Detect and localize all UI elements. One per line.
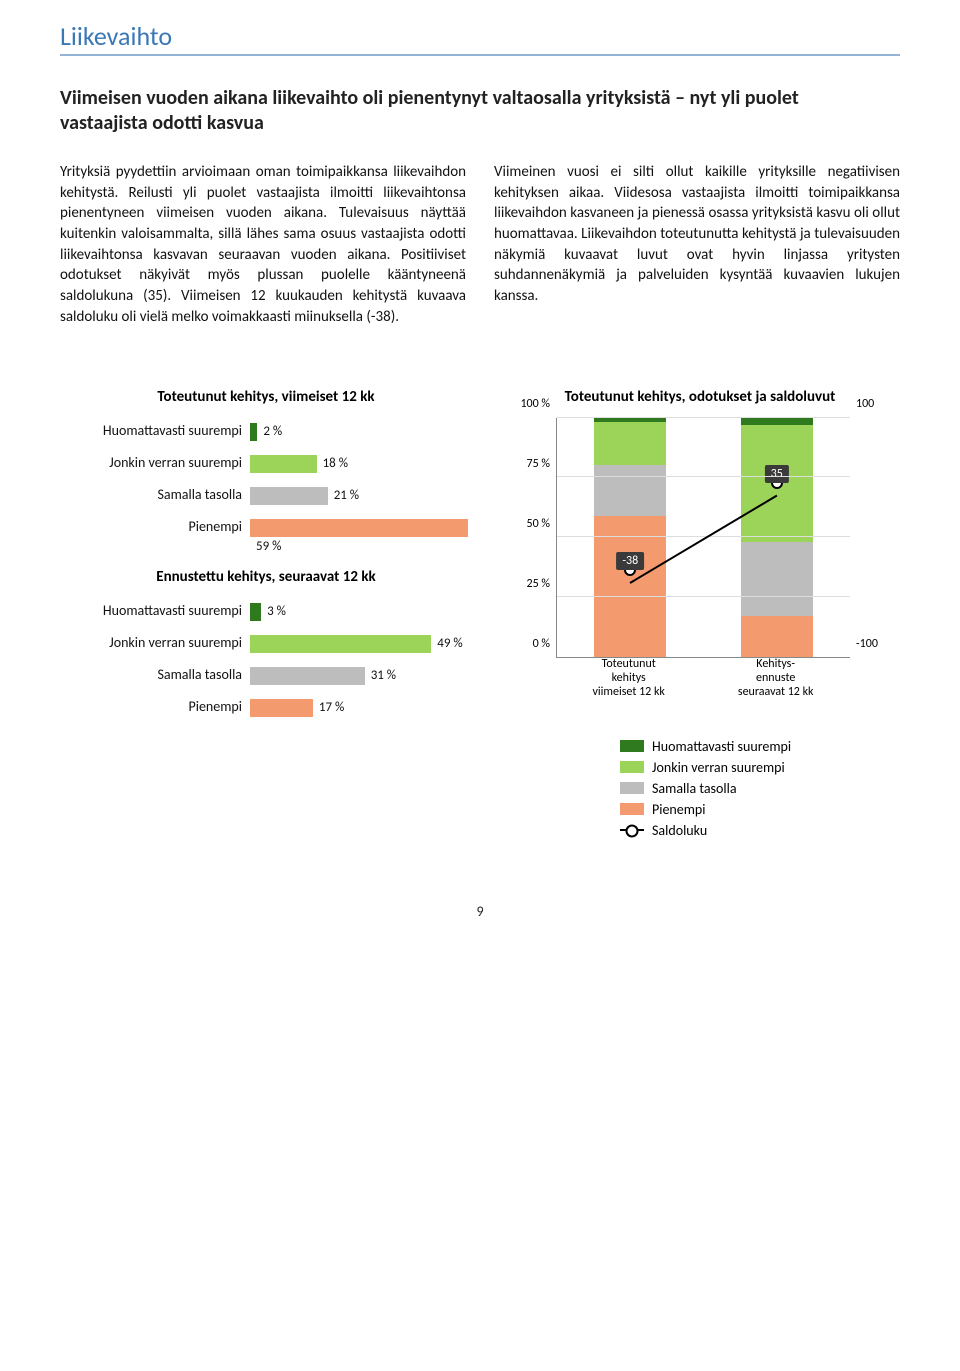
stacked-chart: 0 %25 %50 %75 %100 % -100100 -3835 Toteu… xyxy=(510,418,890,688)
y-tick-label-right: 100 xyxy=(856,397,874,411)
hbar-label: Pienempi xyxy=(60,518,250,535)
stacked-x-labels: Toteutunut kehitys viimeiset 12 kk Kehity… xyxy=(556,658,850,699)
page: Liikevaihto Viimeisen vuoden aikana liik… xyxy=(0,0,960,960)
hbar-row: Jonkin verran suurempi 18 % xyxy=(60,450,472,476)
legend-label: Saldoluku xyxy=(652,822,707,839)
hbar-track: 2 % xyxy=(250,422,472,440)
hbar-value: 49 % xyxy=(437,636,462,651)
legend-swatch xyxy=(620,782,644,794)
hbar-bar xyxy=(250,603,261,621)
body-columns: Yrityksiä pyydettiin arvioimaan oman toi… xyxy=(60,162,900,328)
hbar-value: 3 % xyxy=(267,604,286,619)
hbar-label: Jonkin verran suurempi xyxy=(60,634,250,651)
hbar-track: 18 % xyxy=(250,454,472,472)
hbar-label: Samalla tasolla xyxy=(60,486,250,503)
stacked-segment xyxy=(741,616,813,657)
legend-swatch xyxy=(620,740,644,752)
hbar-row: Huomattavasti suurempi 3 % xyxy=(60,598,472,624)
hbar-row: Jonkin verran suurempi 49 % xyxy=(60,630,472,656)
legend: Huomattavasti suurempi Jonkin verran suur… xyxy=(500,738,900,839)
hbar-label: Jonkin verran suurempi xyxy=(60,454,250,471)
legend-swatch xyxy=(620,761,644,773)
legend-item: Samalla tasolla xyxy=(620,780,900,797)
hbar-track: 17 % xyxy=(250,698,472,716)
legend-swatch xyxy=(620,803,644,815)
stacked-segment xyxy=(594,422,666,465)
hbar-value: 18 % xyxy=(323,456,348,471)
hbar-future: Ennustettu kehitys, seuraavat 12 kk Huom… xyxy=(60,568,472,720)
hbar-row: Pienempi 17 % xyxy=(60,694,472,720)
hbar-bar xyxy=(250,519,468,537)
hbar-bar xyxy=(250,423,257,441)
hbar-row: Samalla tasolla 31 % xyxy=(60,662,472,688)
hbar-value: 2 % xyxy=(263,424,282,439)
gridline xyxy=(557,417,850,418)
y-tick-label: 100 % xyxy=(520,397,550,411)
y-tick-label-right: -100 xyxy=(856,637,878,651)
stacked-chart-panel: Toteutunut kehitys, odotukset ja saldolu… xyxy=(500,388,900,843)
stacked-segment xyxy=(741,418,813,425)
body-left: Yrityksiä pyydettiin arvioimaan oman toi… xyxy=(60,162,466,328)
hbar-row: Huomattavasti suurempi 2 % xyxy=(60,418,472,444)
saldo-badge: 35 xyxy=(765,465,789,483)
hbar-track: 3 % xyxy=(250,602,472,620)
y-tick-label: 0 % xyxy=(533,637,550,651)
body-right: Viimeinen vuosi ei silti ollut kaikille … xyxy=(494,162,900,328)
legend-item: Huomattavasti suurempi xyxy=(620,738,900,755)
hbar-bar xyxy=(250,455,317,473)
hbar-past-title: Toteutunut kehitys, viimeiset 12 kk xyxy=(60,388,472,406)
hbar-track: 59 % xyxy=(250,518,472,536)
hbar-past: Toteutunut kehitys, viimeiset 12 kk Huom… xyxy=(60,388,472,540)
stacked-column: 35 xyxy=(741,418,813,657)
saldo-badge: -38 xyxy=(616,552,644,570)
hbar-track: 21 % xyxy=(250,486,472,504)
hbar-label: Samalla tasolla xyxy=(60,666,250,683)
hbar-row: Pienempi59 % xyxy=(60,514,472,540)
hbar-bar xyxy=(250,667,365,685)
page-number: 9 xyxy=(60,903,900,920)
stacked-y-axis-right: -100100 xyxy=(850,418,890,658)
hbar-row: Samalla tasolla 21 % xyxy=(60,482,472,508)
y-tick-label: 75 % xyxy=(527,457,550,471)
x-tick-label: Toteutunut kehitys viimeiset 12 kk xyxy=(593,658,665,699)
legend-item: Pienempi xyxy=(620,801,900,818)
legend-label: Jonkin verran suurempi xyxy=(652,759,785,776)
stacked-y-axis-left: 0 %25 %50 %75 %100 % xyxy=(510,418,556,658)
page-subtitle: Viimeisen vuoden aikana liikevaihto oli … xyxy=(60,86,880,136)
hbar-track: 31 % xyxy=(250,666,472,684)
hbar-track: 49 % xyxy=(250,634,472,652)
stacked-segment xyxy=(741,542,813,616)
hbar-bar xyxy=(250,635,431,653)
hbar-label: Pienempi xyxy=(60,698,250,715)
stacked-segment xyxy=(594,465,666,515)
hbar-value: 59 % xyxy=(256,539,281,554)
left-charts: Toteutunut kehitys, viimeiset 12 kk Huom… xyxy=(60,388,472,843)
hbar-future-title: Ennustettu kehitys, seuraavat 12 kk xyxy=(60,568,472,586)
gridline xyxy=(557,476,850,477)
stacked-title: Toteutunut kehitys, odotukset ja saldolu… xyxy=(500,388,900,406)
hbar-bar xyxy=(250,699,313,717)
legend-label: Pienempi xyxy=(652,801,705,818)
hbar-value: 31 % xyxy=(371,668,396,683)
stacked-plot: -38 35 xyxy=(556,418,850,658)
y-tick-label: 25 % xyxy=(527,577,550,591)
title-rule: Liikevaihto xyxy=(60,20,900,56)
gridline xyxy=(557,596,850,597)
legend-item: Saldoluku xyxy=(620,822,900,839)
hbar-label: Huomattavasti suurempi xyxy=(60,602,250,619)
legend-item: Jonkin verran suurempi xyxy=(620,759,900,776)
hbar-value: 17 % xyxy=(319,700,344,715)
y-tick-label: 50 % xyxy=(527,517,550,531)
x-tick-label: Kehitys- ennuste seuraavat 12 kk xyxy=(738,658,814,699)
charts-area: Toteutunut kehitys, viimeiset 12 kk Huom… xyxy=(60,388,900,843)
page-title: Liikevaihto xyxy=(60,20,900,52)
hbar-label: Huomattavasti suurempi xyxy=(60,422,250,439)
hbar-bar xyxy=(250,487,328,505)
legend-line-icon xyxy=(620,829,644,831)
hbar-value: 21 % xyxy=(334,488,359,503)
legend-label: Huomattavasti suurempi xyxy=(652,738,791,755)
legend-label: Samalla tasolla xyxy=(652,780,737,797)
stacked-column: -38 xyxy=(594,418,666,657)
